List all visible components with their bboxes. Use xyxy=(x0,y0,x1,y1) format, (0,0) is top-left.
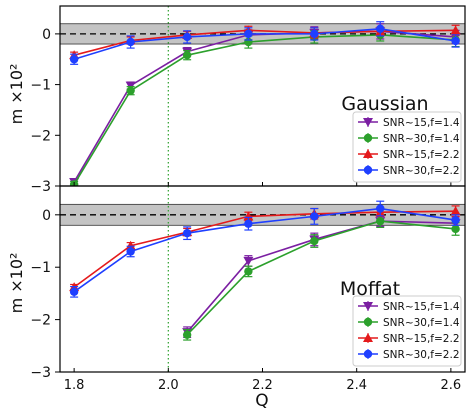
y-axis-label-bottom: m ×10² xyxy=(7,253,26,314)
legend-item: SNR~30,f=2.2 xyxy=(358,165,460,177)
data-point xyxy=(126,37,135,47)
data-point xyxy=(244,267,253,276)
data-point xyxy=(450,25,461,35)
data-point xyxy=(243,256,254,266)
legend-label: SNR~30,f=1.4 xyxy=(383,133,460,145)
series-group xyxy=(69,21,461,186)
data-point xyxy=(243,211,254,221)
y-tick-label: −2 xyxy=(30,128,51,144)
series-group xyxy=(69,200,461,341)
data-point xyxy=(182,32,192,42)
data-point xyxy=(376,24,385,34)
data-point xyxy=(69,287,79,297)
y-axis-label-top: m ×10² xyxy=(7,64,26,125)
data-point xyxy=(244,219,253,228)
panel-label: Gaussian xyxy=(341,93,428,115)
data-point xyxy=(182,228,192,238)
y-axis-labels: m ×10² m ×10² xyxy=(7,64,26,314)
series-3 xyxy=(69,200,460,298)
y-tick-label: −1 xyxy=(30,260,51,276)
x-tick-label: 2.6 xyxy=(441,378,462,393)
legend: SNR~15,f=1.4 SNR~30,f=1.4 SNR~15,f=2.2 SNR~… xyxy=(352,111,462,183)
panels: 0−1−2−3GaussianSNR~15,f=1.4SNR~30,f=1.4S… xyxy=(30,5,466,393)
legend-item: SNR~30,f=1.4 xyxy=(358,317,460,329)
x-tick-label: 2.4 xyxy=(346,378,367,393)
x-axis-label: Q xyxy=(255,391,268,411)
legend-marker xyxy=(363,302,373,311)
x-tick-label: 1.8 xyxy=(64,378,85,393)
legend-item: SNR~15,f=1.4 xyxy=(358,117,460,129)
data-point xyxy=(310,29,319,39)
y-tick-label: −3 xyxy=(30,179,51,195)
data-point xyxy=(125,240,136,250)
series-1 xyxy=(182,214,460,341)
data-point xyxy=(310,236,319,246)
panel-gaussian: 0−1−2−3GaussianSNR~15,f=1.4SNR~30,f=1.4S… xyxy=(30,5,466,195)
x-tick-label: 2.2 xyxy=(252,378,273,393)
x-tick-label: 2.0 xyxy=(158,378,179,393)
legend-label: SNR~30,f=2.2 xyxy=(383,349,460,361)
data-point xyxy=(451,36,460,46)
legend-item: SNR~30,f=2.2 xyxy=(358,349,460,361)
legend-label: SNR~30,f=1.4 xyxy=(383,317,460,329)
legend-label: SNR~15,f=1.4 xyxy=(383,301,460,313)
data-point xyxy=(126,247,135,256)
data-point xyxy=(126,86,135,95)
data-point xyxy=(376,204,385,213)
panel-moffat: 0 −1 −2 −3 1.8 2.0 2.2 2.4 2.6 MoffatSNR~15,f=1.4… xyxy=(30,185,466,393)
legend-marker xyxy=(363,149,373,158)
legend-marker xyxy=(363,317,373,327)
legend-item: SNR~15,f=1.4 xyxy=(358,301,460,313)
y-tick-label: −1 xyxy=(30,78,51,94)
legend-marker xyxy=(363,349,373,359)
legend-box xyxy=(352,295,462,367)
legend-item: SNR~30,f=1.4 xyxy=(358,133,460,145)
legend-label: SNR~30,f=2.2 xyxy=(383,165,460,177)
y-tick-label: −3 xyxy=(30,365,51,381)
data-point xyxy=(451,215,460,225)
data-point xyxy=(244,29,253,39)
data-point xyxy=(182,330,192,339)
data-point xyxy=(69,55,79,64)
legend-marker xyxy=(363,165,373,175)
panel-label: Moffat xyxy=(340,278,400,300)
data-point xyxy=(450,206,461,216)
y-tick-label: 0 xyxy=(42,208,51,224)
data-point xyxy=(182,50,192,60)
legend: SNR~15,f=1.4 SNR~30,f=1.4 SNR~15,f=2.2 SNR~… xyxy=(352,295,462,367)
legend-label: SNR~15,f=2.2 xyxy=(383,149,460,161)
data-point xyxy=(451,224,460,234)
series-3 xyxy=(69,21,460,65)
legend-item: SNR~15,f=2.2 xyxy=(358,333,460,345)
y-tick-label: 0 xyxy=(42,27,51,43)
y-tick-label: −2 xyxy=(30,313,51,329)
legend-marker xyxy=(363,118,373,127)
legend-item: SNR~15,f=2.2 xyxy=(358,149,460,161)
legend-label: SNR~15,f=1.4 xyxy=(383,117,460,129)
legend-label: SNR~15,f=2.2 xyxy=(383,333,460,345)
legend-marker xyxy=(363,333,373,342)
data-point xyxy=(376,216,385,226)
legend-box xyxy=(352,111,462,183)
legend-marker xyxy=(363,133,373,143)
data-point xyxy=(310,212,319,221)
